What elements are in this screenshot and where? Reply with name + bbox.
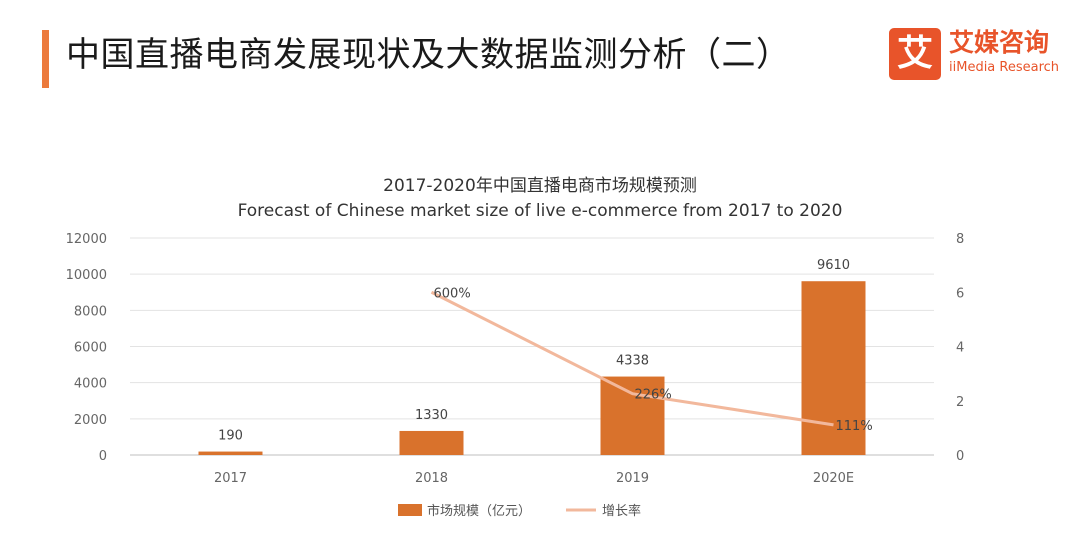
x-tick-label: 2019	[616, 471, 649, 486]
brand-logo: 艾 艾媒咨询 iiMedia Research	[889, 28, 1064, 84]
y-left-tick-label: 6000	[74, 341, 107, 356]
x-tick-label: 2020E	[813, 471, 854, 486]
y-left-tick-label: 12000	[66, 232, 107, 247]
page-title: 中国直播电商发展现状及大数据监测分析（二）	[66, 35, 791, 75]
y-right-tick-label: 6	[956, 286, 964, 301]
chart-subtitle: Forecast of Chinese market size of live …	[238, 201, 843, 221]
legend-bar-swatch	[398, 504, 422, 516]
line-data-label: 226%	[635, 388, 672, 403]
legend-bar-label: 市场规模（亿元）	[427, 503, 531, 519]
line-data-label: 600%	[434, 286, 471, 301]
title-accent-bar	[42, 30, 49, 88]
bar-data-label: 4338	[616, 354, 649, 369]
y-left-tick-label: 4000	[74, 377, 107, 392]
bar-data-label: 9610	[817, 258, 850, 273]
y-right-tick-label: 4	[956, 341, 964, 356]
logo-chinese-name: 艾媒咨询	[949, 28, 1050, 57]
y-right-tick-label: 8	[956, 232, 964, 247]
y-left-tick-label: 10000	[66, 268, 107, 283]
y-left-tick-label: 8000	[74, 304, 107, 319]
y-left-tick-label: 0	[99, 449, 107, 464]
line-data-label: 111%	[836, 419, 873, 434]
y-right-tick-label: 2	[956, 395, 964, 410]
logo-mark-icon: 艾	[889, 28, 941, 80]
y-right-tick-label: 0	[956, 449, 964, 464]
bar	[399, 430, 464, 455]
bar	[801, 281, 866, 455]
bar	[600, 376, 665, 455]
legend-line-label: 增长率	[602, 503, 641, 519]
x-tick-label: 2018	[415, 471, 448, 486]
y-left-tick-label: 2000	[74, 413, 107, 428]
bar	[198, 451, 263, 455]
logo-english-name: iiMedia Research	[949, 60, 1060, 75]
growth-rate-line	[430, 290, 834, 427]
bar-data-label: 1330	[415, 408, 448, 423]
x-tick-label: 2017	[214, 471, 247, 486]
chart-title: 2017-2020年中国直播电商市场规模预测	[383, 176, 697, 196]
bar-data-label: 190	[218, 429, 243, 444]
